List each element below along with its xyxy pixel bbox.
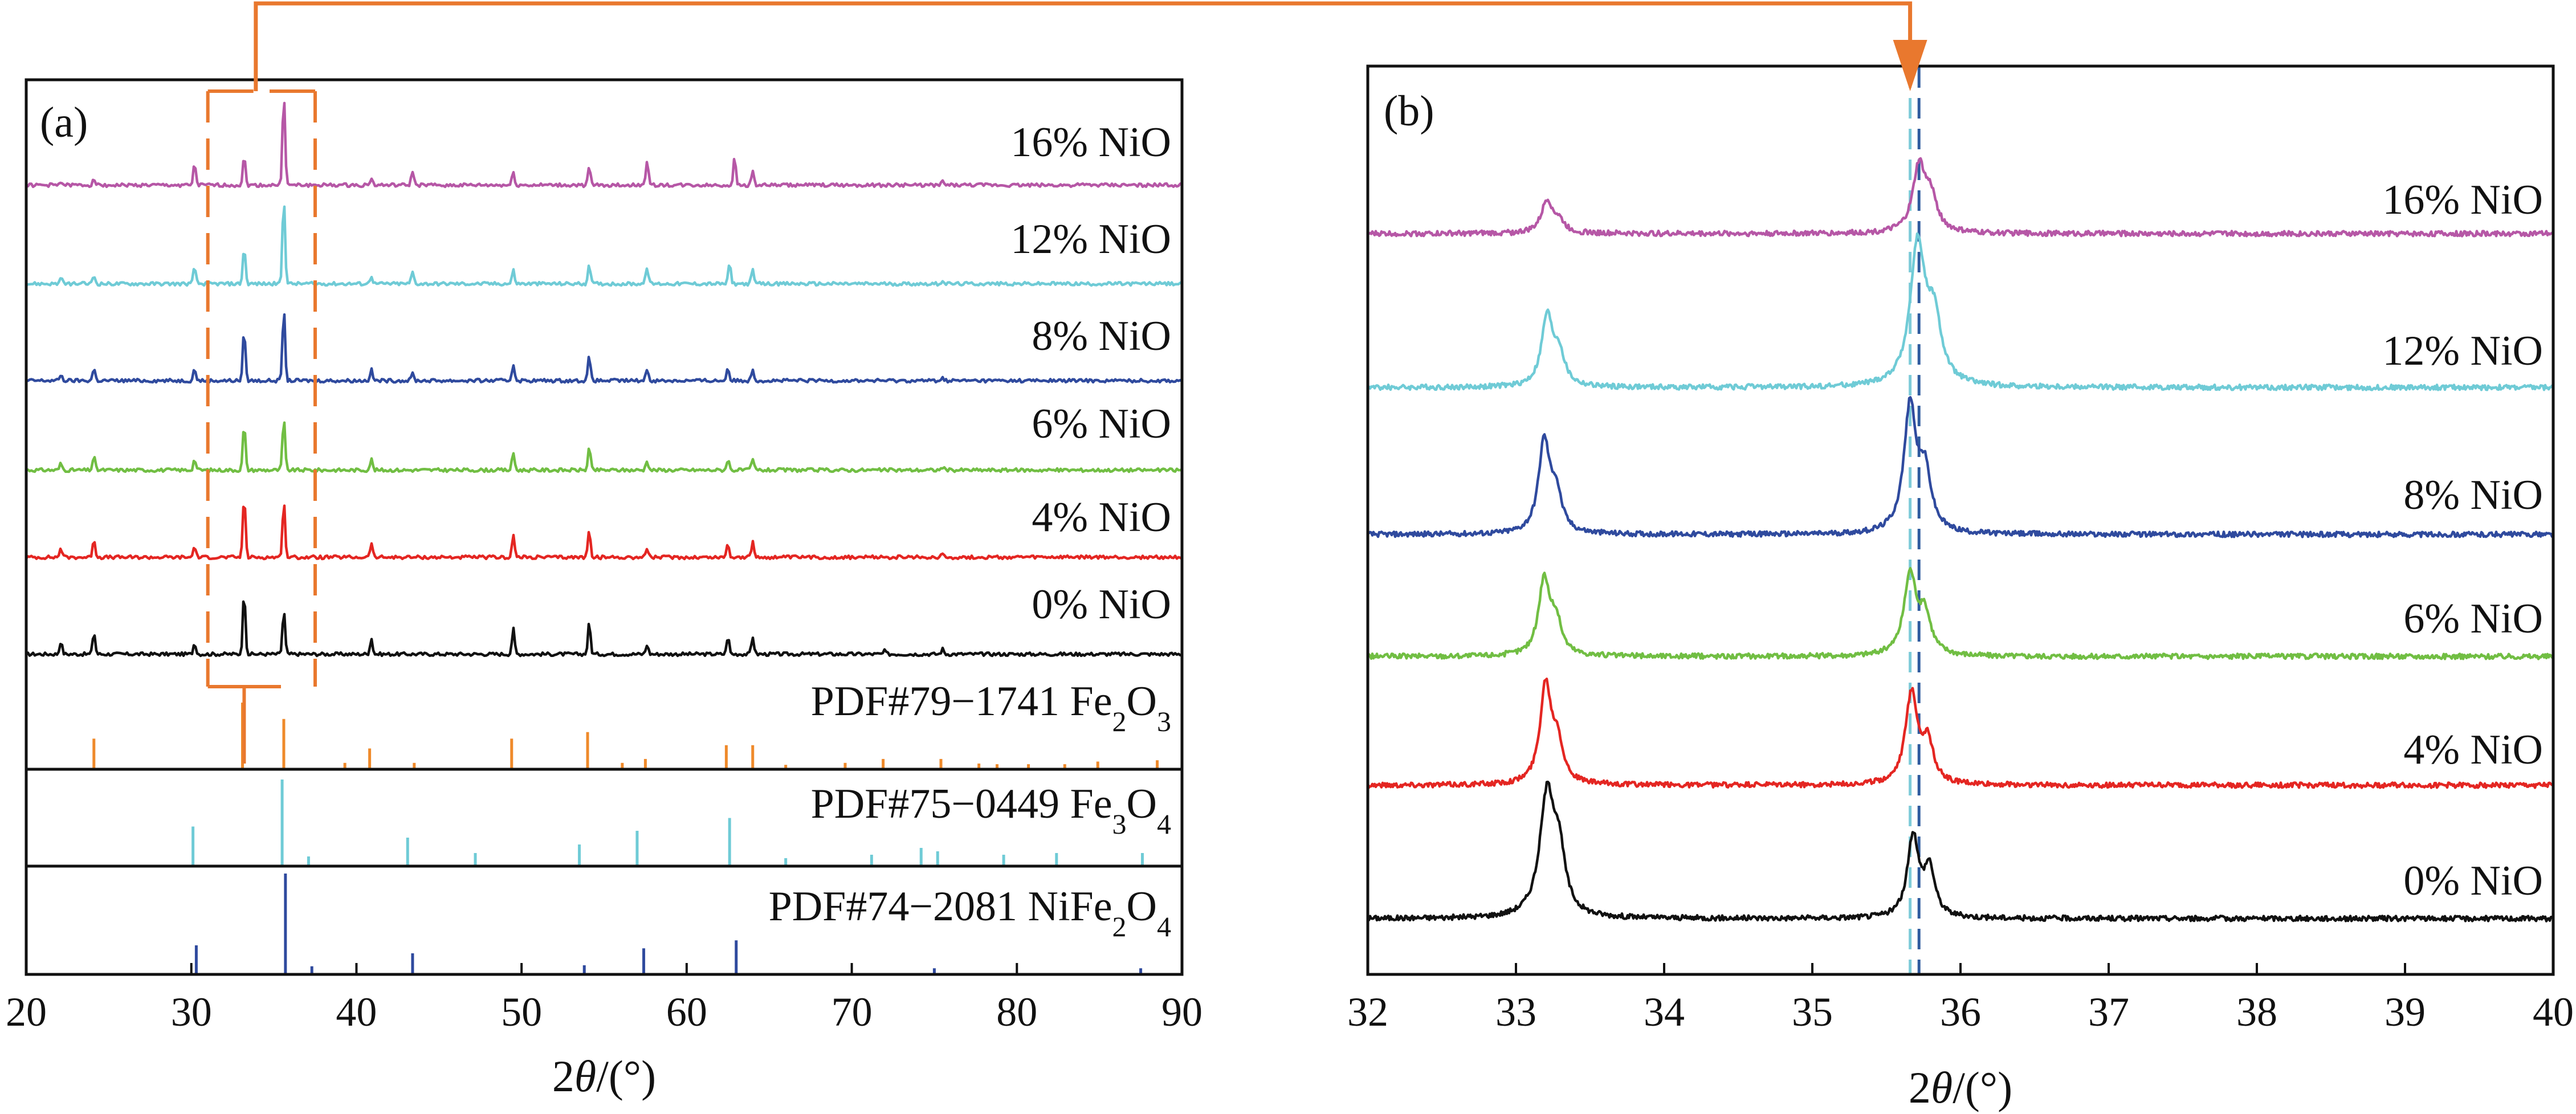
x-tick-label-a-80: 80 — [996, 989, 1037, 1035]
series-line-a-4-nio — [25, 504, 1183, 561]
panel-a-traces — [25, 101, 1183, 658]
series-line-b-6-nio — [1366, 566, 2554, 660]
x-tick-label-a-20: 20 — [6, 989, 47, 1035]
series-line-a-6-nio — [26, 421, 1183, 474]
series-label-b-4-nio: 4% NiO — [2403, 727, 2543, 773]
panel-a-label: (a) — [40, 99, 88, 146]
x-tick-label-a-70: 70 — [832, 989, 873, 1035]
series-label-b-12-nio: 12% NiO — [2382, 328, 2543, 374]
x-tick-label-b-36: 36 — [1940, 989, 1981, 1035]
x-tick-label-a-90: 90 — [1161, 989, 1203, 1035]
x-tick-label-a-50: 50 — [501, 989, 542, 1035]
x-tick-label-b-39: 39 — [2385, 989, 2426, 1035]
highlight-range-bracket — [206, 89, 317, 764]
series-label-b-6-nio: 6% NiO — [2403, 595, 2543, 642]
ref-label-fe2o3: PDF#79−1741 Fe2O3 — [811, 678, 1171, 737]
series-label-a-0-nio: 0% NiO — [1032, 581, 1171, 628]
x-tick-label-a-60: 60 — [666, 989, 707, 1035]
connector-arrowhead — [1893, 40, 1927, 91]
series-label-b-0-nio: 0% NiO — [2403, 858, 2543, 904]
panel-a-x-ticks: 20 30 40 50 60 70 80 90 — [6, 963, 1203, 1035]
series-line-a-12-nio — [25, 205, 1183, 287]
series-line-b-8-nio — [1367, 395, 2554, 538]
x-tick-label-b-40: 40 — [2533, 989, 2574, 1035]
panel-a-nife2o4-frame — [25, 864, 1184, 976]
panel-b-guide-lines — [1909, 67, 1921, 973]
connector-line — [254, 1, 1913, 91]
x-tick-label-a-30: 30 — [171, 989, 212, 1035]
series-label-b-8-nio: 8% NiO — [2403, 472, 2543, 519]
series-line-a-16-nio — [26, 101, 1183, 189]
series-label-a-16-nio: 16% NiO — [1010, 119, 1171, 166]
series-line-b-0-nio — [1367, 780, 2554, 923]
panel-a-reference-sticks — [92, 703, 1159, 973]
series-label-b-16-nio: 16% NiO — [2382, 177, 2543, 223]
series-label-a-6-nio: 6% NiO — [1032, 401, 1171, 447]
panel-b-x-ticks: 32 33 34 35 36 37 38 39 40 — [1347, 963, 2574, 1035]
x-tick-label-b-32: 32 — [1347, 989, 1388, 1035]
panel-b: 32 33 34 35 36 37 38 39 40 (b) 0% NiO 4% NiO 6% Ni… — [1347, 64, 2574, 1112]
series-line-b-4-nio — [1366, 678, 2554, 789]
series-line-a-0-nio — [26, 600, 1183, 658]
x-tick-label-b-38: 38 — [2236, 989, 2277, 1035]
series-label-a-8-nio: 8% NiO — [1032, 313, 1171, 360]
x-tick-label-a-40: 40 — [336, 989, 377, 1035]
panel-a: 20 30 40 50 60 70 80 90 (a) 0% NiO 4% NiO 6% NiO 8… — [6, 78, 1203, 1101]
zoom-connector-arrow — [254, 1, 1927, 91]
series-label-a-12-nio: 12% NiO — [1010, 216, 1171, 263]
panel-b-label: (b) — [1384, 87, 1434, 135]
panel-a-x-axis-label: 2θ/(°) — [552, 1051, 656, 1101]
x-tick-label-b-33: 33 — [1495, 989, 1536, 1035]
ref-label-fe3o4: PDF#75−0449 Fe3O4 — [811, 781, 1171, 840]
panel-a-reference-labels: PDF#79−1741 Fe2O3 PDF#75−0449 Fe3O4 PDF#… — [769, 678, 1171, 942]
series-line-b-16-nio — [1367, 157, 2554, 238]
panel-a-series-labels: 0% NiO 4% NiO 6% NiO 8% NiO 12% NiO 16% NiO — [1010, 119, 1171, 628]
series-line-b-12-nio — [1367, 232, 2554, 391]
panel-b-series-labels: 0% NiO 4% NiO 6% NiO 8% NiO 12% NiO 16% NiO — [2382, 177, 2543, 904]
series-label-a-4-nio: 4% NiO — [1032, 494, 1171, 541]
x-tick-label-b-34: 34 — [1644, 989, 1685, 1035]
panel-b-traces — [1366, 157, 2554, 923]
panel-b-x-axis-label: 2θ/(°) — [1909, 1063, 2012, 1112]
x-tick-label-b-35: 35 — [1792, 989, 1833, 1035]
ref-label-nife2o4: PDF#74−2081 NiFe2O4 — [769, 883, 1171, 942]
series-line-a-8-nio — [25, 313, 1183, 384]
x-tick-label-b-37: 37 — [2088, 989, 2129, 1035]
